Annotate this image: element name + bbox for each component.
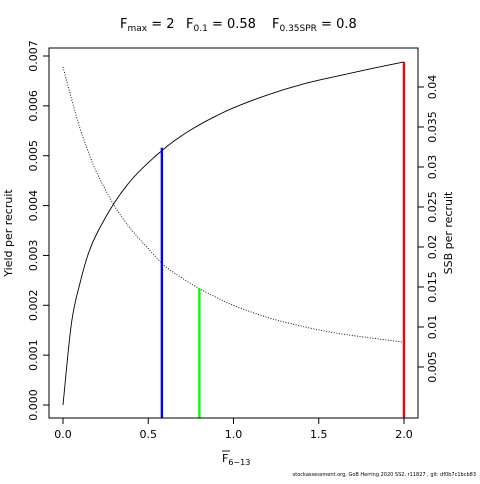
title-term: F0.1 = 0.58 <box>186 17 256 34</box>
y-left-tick-label: 0.004 <box>27 190 40 222</box>
y-left-tick-label: 0.006 <box>27 90 40 122</box>
plot-frame <box>48 47 419 419</box>
y-right-axis-label: SSB per recruit <box>442 191 455 274</box>
x-tick-label: 2.0 <box>395 428 413 441</box>
y-left-tick-label: 0.005 <box>27 140 40 172</box>
y-left-tick-label: 0.002 <box>27 290 40 322</box>
x-tick-label: 0.5 <box>140 428 158 441</box>
plot-area <box>62 61 406 418</box>
yield-per-recruit-curve <box>62 61 405 406</box>
y-right-tick-label: 0.005 <box>426 351 439 383</box>
y-right-tick-label: 0.04 <box>426 75 439 100</box>
footer-caption: stockassessment.org, GoB Herring 2020 SS… <box>292 472 476 478</box>
chart-title: Fmax = 2 F0.1 = 0.58 F0.35SPR = 0.8 <box>120 17 357 34</box>
axes: 0.0 0.5 1.0 1.5 2.0 0.000 0.001 0.002 0.003 0.004… <box>2 40 455 467</box>
y-right-tick-label: 0.025 <box>426 191 439 223</box>
title-term: Fmax = 2 <box>120 17 175 34</box>
x-tick-label: 1.5 <box>310 428 328 441</box>
y-left-tick-label: 0.000 <box>27 389 40 421</box>
x-axis-label: F6−13 <box>222 452 250 467</box>
y-right-tick-label: 0.03 <box>426 155 439 180</box>
x-tick-label: 1.0 <box>225 428 243 441</box>
y-right-tick-label: 0.015 <box>426 271 439 303</box>
y-left-tick-label: 0.003 <box>27 240 40 272</box>
title-term: F0.35SPR = 0.8 <box>272 17 357 34</box>
y-right-tick-label: 0.02 <box>426 235 439 260</box>
y-left-tick-label: 0.007 <box>27 40 40 72</box>
y-right-tick-label: 0.035 <box>426 111 439 143</box>
y-left-tick-label: 0.001 <box>27 339 40 371</box>
y-left-axis-label: Yield per recruit <box>2 189 15 278</box>
x-tick-label: 0.0 <box>54 428 72 441</box>
y-right-tick-label: 0.01 <box>426 315 439 340</box>
